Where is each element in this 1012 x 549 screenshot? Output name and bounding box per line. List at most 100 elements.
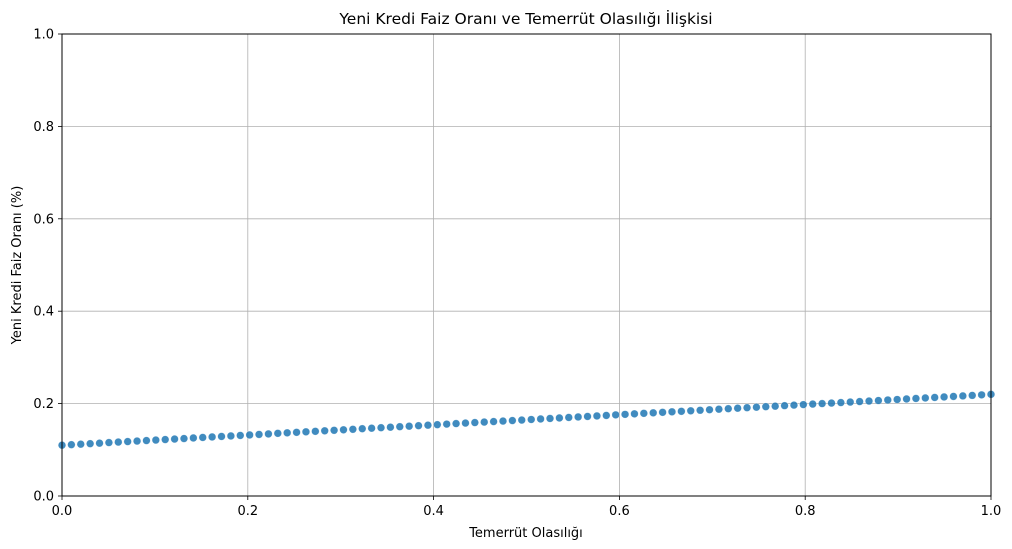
scatter-point — [123, 437, 132, 446]
scatter-point — [320, 426, 329, 435]
scatter-point — [761, 402, 770, 411]
scatter-point — [133, 437, 142, 446]
chart-title: Yeni Kredi Faiz Oranı ve Temerrüt Olasıl… — [338, 9, 712, 28]
scatter-point — [555, 413, 564, 422]
scatter-point — [696, 406, 705, 415]
scatter-point — [893, 395, 902, 404]
y-tick-label: 1.0 — [33, 28, 54, 43]
y-axis-label: Yeni Kredi Faiz Oranı (%) — [10, 186, 25, 346]
scatter-point — [86, 439, 95, 448]
data-points — [58, 390, 996, 450]
plot-area — [62, 34, 991, 496]
scatter-point — [236, 431, 245, 440]
scatter-point — [161, 435, 170, 444]
scatter-point — [245, 430, 254, 439]
scatter-point — [752, 403, 761, 412]
scatter-point — [836, 398, 845, 407]
scatter-point — [442, 420, 451, 429]
scatter-point — [423, 421, 432, 430]
scatter-point — [649, 408, 658, 417]
scatter-point — [498, 417, 507, 426]
scatter-point — [667, 407, 676, 416]
scatter-point — [217, 432, 226, 441]
y-tick-label: 0.0 — [33, 490, 54, 505]
scatter-point — [301, 427, 310, 436]
scatter-point — [808, 400, 817, 409]
scatter-point — [414, 421, 423, 430]
scatter-point — [189, 433, 198, 442]
y-tick-label: 0.4 — [33, 305, 54, 320]
scatter-point — [921, 393, 930, 402]
scatter-point — [255, 430, 264, 439]
scatter-point — [958, 391, 967, 400]
scatter-point — [705, 405, 714, 414]
scatter-point — [508, 416, 517, 425]
scatter-point — [527, 415, 536, 424]
x-tick-label: 0.8 — [795, 504, 816, 519]
scatter-point — [686, 406, 695, 415]
scatter-point — [902, 394, 911, 403]
scatter-point — [142, 436, 151, 445]
y-tick-label: 0.8 — [33, 120, 54, 135]
scatter-point — [799, 400, 808, 409]
scatter-point — [405, 422, 414, 431]
scatter-point — [311, 427, 320, 436]
scatter-point — [461, 419, 470, 428]
scatter-point — [452, 419, 461, 428]
y-tick-label: 0.6 — [33, 212, 54, 227]
y-axis-ticks: 0.0 0.2 0.4 0.6 0.8 1.0 — [33, 28, 62, 505]
scatter-point — [724, 404, 733, 413]
scatter-point — [658, 408, 667, 417]
scatter-point — [874, 396, 883, 405]
x-axis-ticks: 0.0 0.2 0.4 0.6 0.8 1.0 — [52, 496, 1002, 519]
scatter-point — [930, 393, 939, 402]
x-tick-label: 0.6 — [609, 504, 630, 519]
scatter-point — [583, 412, 592, 421]
scatter-point — [67, 440, 76, 449]
scatter-point — [517, 416, 526, 425]
scatter-point — [198, 433, 207, 442]
scatter-point — [949, 392, 958, 401]
x-tick-label: 0.2 — [237, 504, 258, 519]
scatter-point — [536, 414, 545, 423]
x-tick-label: 0.4 — [423, 504, 444, 519]
scatter-point — [855, 397, 864, 406]
scatter-point — [273, 429, 282, 438]
scatter-point — [377, 423, 386, 432]
scatter-point — [179, 434, 188, 443]
scatter-point — [611, 410, 620, 419]
scatter-point — [226, 431, 235, 440]
scatter-point — [940, 392, 949, 401]
scatter-point — [602, 411, 611, 420]
x-axis-label: Temerrüt Olasılığı — [468, 526, 583, 541]
scatter-point — [339, 425, 348, 434]
scatter-point — [771, 402, 780, 411]
scatter-point — [621, 410, 630, 419]
scatter-point — [564, 413, 573, 422]
x-tick-label: 1.0 — [981, 504, 1002, 519]
scatter-point — [151, 436, 160, 445]
scatter-point — [330, 426, 339, 435]
scatter-point — [358, 424, 367, 433]
scatter-point — [283, 428, 292, 437]
scatter-point — [911, 394, 920, 403]
scatter-point — [386, 423, 395, 432]
scatter-point — [677, 407, 686, 416]
scatter-point — [480, 418, 489, 427]
scatter-point — [114, 438, 123, 447]
x-tick-label: 0.0 — [52, 504, 73, 519]
scatter-point — [208, 432, 217, 441]
scatter-point — [639, 409, 648, 418]
scatter-point — [818, 399, 827, 408]
scatter-point — [76, 440, 85, 449]
scatter-point — [968, 391, 977, 400]
scatter-point — [592, 411, 601, 420]
scatter-point — [714, 405, 723, 414]
y-tick-label: 0.2 — [33, 397, 54, 412]
scatter-point — [630, 409, 639, 418]
scatter-point — [743, 403, 752, 412]
scatter-point — [170, 435, 179, 444]
scatter-point — [546, 414, 555, 423]
scatter-point — [264, 429, 273, 438]
